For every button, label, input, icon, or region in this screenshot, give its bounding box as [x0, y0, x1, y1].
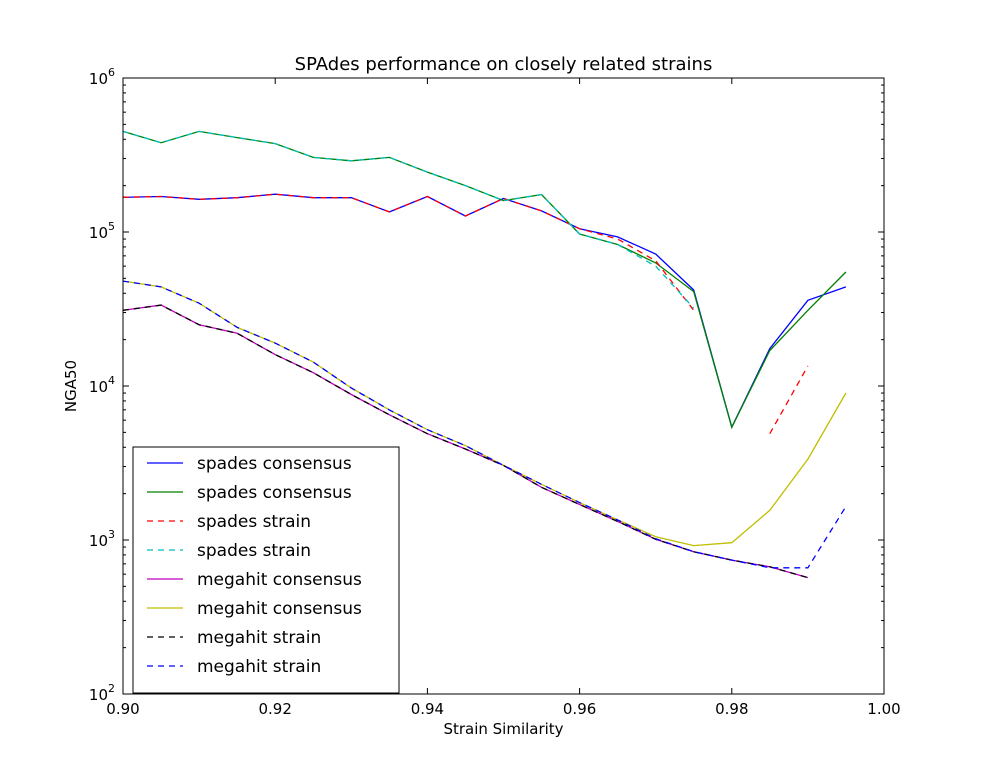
chart-title: SPAdes performance on closely related st…: [295, 54, 713, 75]
series-line-3-b: [769, 365, 809, 435]
legend-entry: megahit strain: [197, 657, 321, 677]
x-tick-label: 0.90: [106, 700, 139, 718]
legend-entry: spades consensus: [197, 483, 352, 503]
series-line-1: [122, 193, 847, 430]
legend-entry: megahit consensus: [197, 599, 362, 619]
axis-ticks: 0.90 0.92 0.94 0.96 0.98 1.00 102 103 104 105 106: [89, 66, 901, 718]
legend-entry: megahit consensus: [197, 570, 362, 590]
legend-entry: megahit strain: [197, 628, 321, 648]
legend-entry: spades strain: [197, 541, 311, 561]
y-tick-label: 104: [89, 374, 115, 396]
x-tick-label: 0.96: [563, 700, 596, 718]
x-tick-label: 0.92: [258, 700, 291, 718]
series-line-4: [122, 130, 695, 309]
legend-entry: spades strain: [197, 512, 311, 532]
series-lines: [122, 130, 847, 579]
legend-entry: spades consensus: [197, 454, 352, 474]
legend-box: [132, 446, 400, 694]
y-tick-label: 105: [89, 220, 115, 242]
y-tick-label: 102: [89, 682, 115, 704]
series-line-7: [122, 304, 809, 579]
series-line-3: [122, 193, 695, 311]
x-tick-label: 0.98: [715, 700, 748, 718]
legend: spades consensus spades consensus spades s…: [132, 446, 400, 694]
x-axis-label: Strain Similarity: [443, 720, 563, 738]
y-axis-label: NGA50: [62, 360, 80, 412]
y-tick-label: 106: [89, 66, 115, 88]
y-tick-label: 103: [89, 528, 115, 550]
series-line-6: [122, 280, 847, 547]
series-line-2: [122, 130, 847, 430]
x-tick-label: 0.94: [411, 700, 444, 718]
x-tick-label: 1.00: [867, 700, 900, 718]
